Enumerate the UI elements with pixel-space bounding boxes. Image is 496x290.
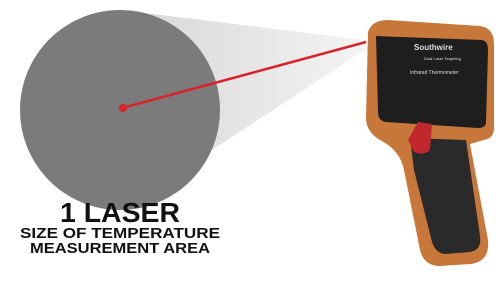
brand: Southwire — [414, 43, 453, 52]
thermometer: Southwire Dual Laser Targeting Infrared … — [366, 20, 494, 266]
laser-dot — [119, 104, 127, 112]
caption-title: 1 LASER — [60, 197, 180, 228]
model: Infrared Thermometer — [410, 70, 459, 76]
tagline: Dual Laser Targeting — [424, 56, 461, 61]
caption-line: MEASUREMENT AREA — [30, 240, 210, 257]
product-image: Southwire Dual Laser Targeting Infrared … — [0, 0, 496, 290]
